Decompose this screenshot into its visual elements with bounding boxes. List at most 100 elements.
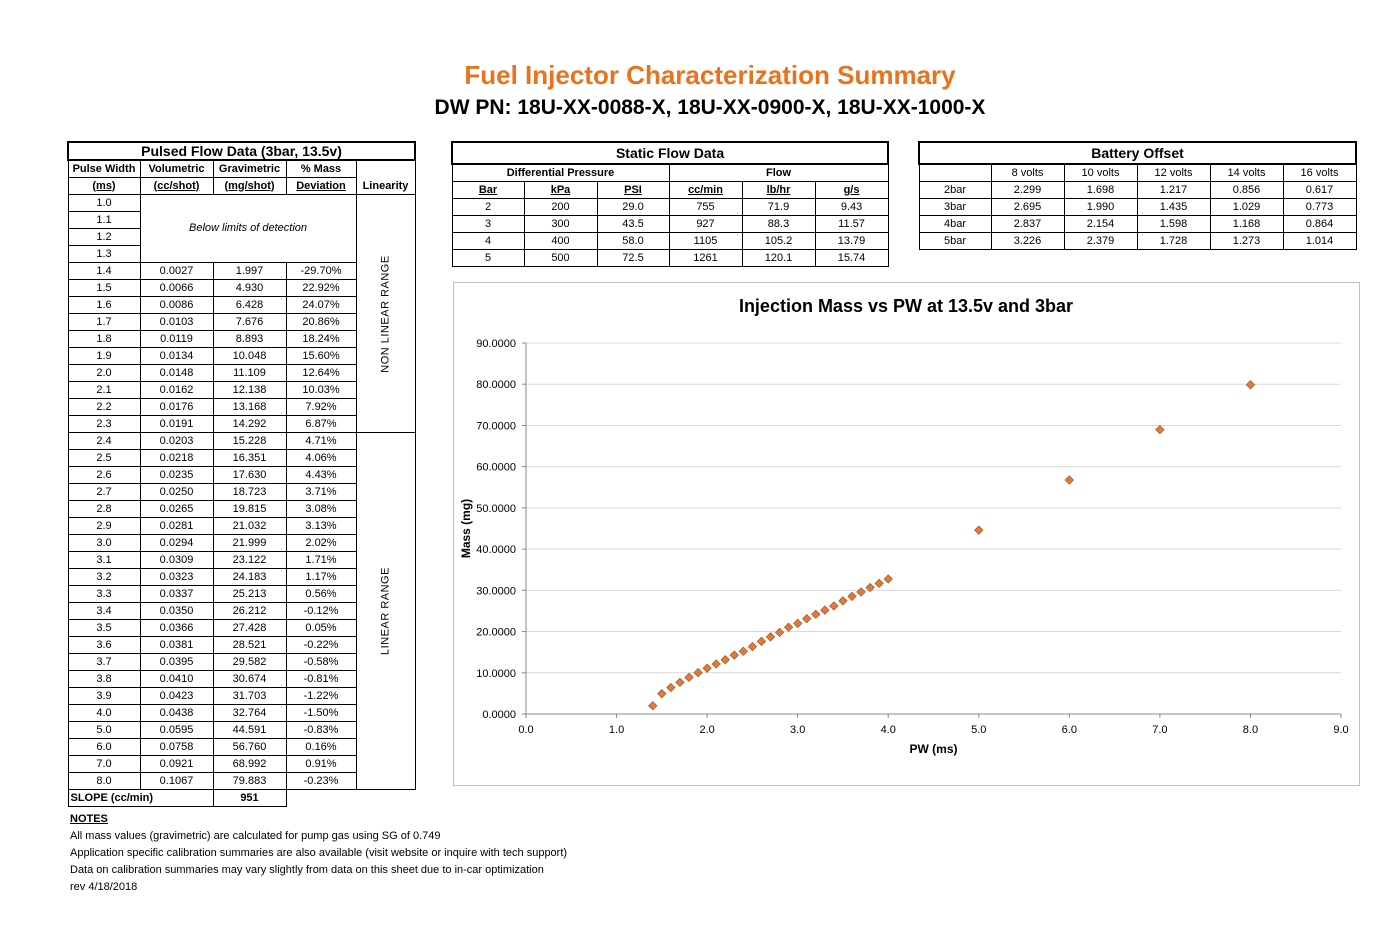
table-cell: 43.5 [596,215,670,233]
pulse-width-cell: 1.6 [67,296,141,314]
mass-deviation-cell: 2.02% [285,534,357,552]
pulse-width-cell: 1.3 [67,245,141,263]
slope-row: SLOPE (cc/min) 951 [67,789,415,807]
column-header: kPa [523,181,598,199]
gravimetric-cell: 26.212 [212,602,287,620]
pulse-width-cell: 2.0 [67,364,141,382]
data-point [865,582,875,593]
table-row: 1.6 0.0086 6.428 24.07% [67,296,415,314]
mass-deviation-cell: 6.87% [285,415,357,433]
data-point [1245,380,1256,390]
table-cell: 2.154 [1063,215,1138,233]
data-point [774,627,785,637]
mass-deviation-header: % Mass [285,159,357,178]
table-cell: 0.773 [1282,198,1357,216]
volumetric-cell: 0.0438 [139,704,214,722]
table-cell: 120.1 [741,249,816,267]
mass-deviation-cell: -0.12% [285,602,357,620]
volumetric-unit: (cc/shot) [139,177,214,195]
note-line: All mass values (gravimetric) are calcul… [70,830,441,842]
table-row: 1.9 0.0134 10.048 15.60% [67,347,415,365]
column-header: 8 volts [990,163,1065,182]
gravimetric-cell: 1.997 [212,262,287,280]
gravimetric-cell: 24.183 [212,568,287,586]
slope-value: 951 [212,789,287,807]
mass-deviation-cell: 20.86% [285,313,357,331]
volumetric-cell: 0.0119 [139,330,214,348]
table-row: 2 200 29.0 755 71.9 9.43 [451,198,889,216]
mass-deviation-cell: 3.08% [285,500,357,518]
pulse-width-cell: 3.2 [67,568,141,586]
table-row: 2.1 0.0162 12.138 10.03% [67,381,415,399]
linear-range-cell: LINEAR RANGE [355,432,416,790]
volumetric-cell: 0.0176 [139,398,214,416]
data-point [820,605,830,615]
table-row: 5bar 3.226 2.379 1.728 1.273 1.014 [918,232,1357,250]
mass-deviation-cell: -0.58% [285,653,357,671]
pulse-width-cell: 1.4 [67,262,141,280]
volumetric-cell: 0.0294 [139,534,214,552]
mass-deviation-cell: -0.23% [285,772,357,790]
x-tick-label: 5.0 [971,724,986,736]
volumetric-cell: 0.0366 [139,619,214,637]
table-cell: 755 [668,198,743,216]
mass-deviation-cell: 18.24% [285,330,357,348]
gravimetric-cell: 12.138 [212,381,287,399]
table-cell: 3.226 [990,232,1065,250]
volumetric-cell: 0.0066 [139,279,214,297]
y-tick-label: 60.0000 [476,462,516,474]
x-tick-label: 4.0 [881,724,896,736]
gravimetric-header: Gravimetric [212,159,287,178]
data-point [756,636,767,646]
y-tick-label: 70.0000 [476,420,516,432]
table-cell: 88.3 [741,215,816,233]
x-tick-label: 2.0 [699,724,714,736]
gravimetric-cell: 21.999 [212,534,287,552]
table-cell: 500 [523,249,598,267]
volumetric-cell: 0.0381 [139,636,214,654]
volumetric-cell: 0.0281 [139,517,214,535]
table-cell: 300 [523,215,598,233]
gravimetric-cell: 11.109 [212,364,287,382]
table-cell: 1.168 [1209,215,1284,233]
table-row: 1.5 0.0066 4.930 22.92% [67,279,415,297]
notes: NOTES All mass values (gravimetric) are … [70,811,567,896]
pulse-width-cell: 3.4 [67,602,141,620]
data-point [720,655,730,665]
nonlinear-range-cell: NON LINEAR RANGE [355,194,416,433]
column-header: g/s [814,181,889,199]
pulse-width-cell: 2.3 [67,415,141,433]
table-cell: 1.014 [1282,232,1357,250]
volumetric-cell: 0.0595 [139,721,214,739]
volumetric-cell: 0.0758 [139,738,214,756]
data-point [802,614,812,624]
data-point [1064,475,1074,485]
pulse-width-header: Pulse Width [67,159,141,178]
pulse-width-cell: 8.0 [67,772,141,790]
column-header: 16 volts [1282,163,1357,182]
gravimetric-cell: 8.893 [212,330,287,348]
table-cell: 927 [668,215,743,233]
column-header: 10 volts [1063,163,1138,182]
table-row: 4bar 2.837 2.154 1.598 1.168 0.864 [918,215,1357,233]
pulse-width-cell: 4.0 [67,704,141,722]
battery-offset-table: Battery Offset 8 volts 10 volts 12 volts 14… [918,141,1357,250]
static-flow-table: Static Flow Data Differential Pressure F… [450,141,890,267]
table-cell: 13.79 [814,232,889,250]
table-cell: 2.379 [1063,232,1138,250]
data-point [648,701,658,711]
gravimetric-cell: 44.591 [212,721,287,739]
pulsed-flow-table: Pulsed Flow Data (3bar, 13.5v) Pulse Wid… [66,141,417,807]
table-row: 3.3 0.0337 25.213 0.56% [67,585,415,603]
table-cell: 2.299 [990,181,1065,199]
gravimetric-cell: 30.674 [212,670,287,688]
gravimetric-cell: 6.428 [212,296,287,314]
table-cell: 9.43 [814,198,889,216]
blank-cell [286,790,415,807]
linearity-header: Linearity [355,159,416,195]
mass-deviation-cell: -1.50% [285,704,357,722]
table-cell: 1.273 [1209,232,1284,250]
mass-deviation-cell: 12.64% [285,364,357,382]
table-row: 2.4 0.0203 15.228 4.71% LINEAR RANGE [67,432,416,790]
column-header: lb/hr [741,181,816,199]
